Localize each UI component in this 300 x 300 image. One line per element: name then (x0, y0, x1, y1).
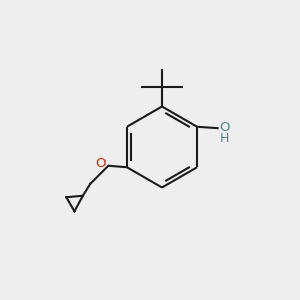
Text: O: O (219, 121, 230, 134)
Text: H: H (219, 132, 229, 145)
Text: O: O (95, 157, 106, 170)
